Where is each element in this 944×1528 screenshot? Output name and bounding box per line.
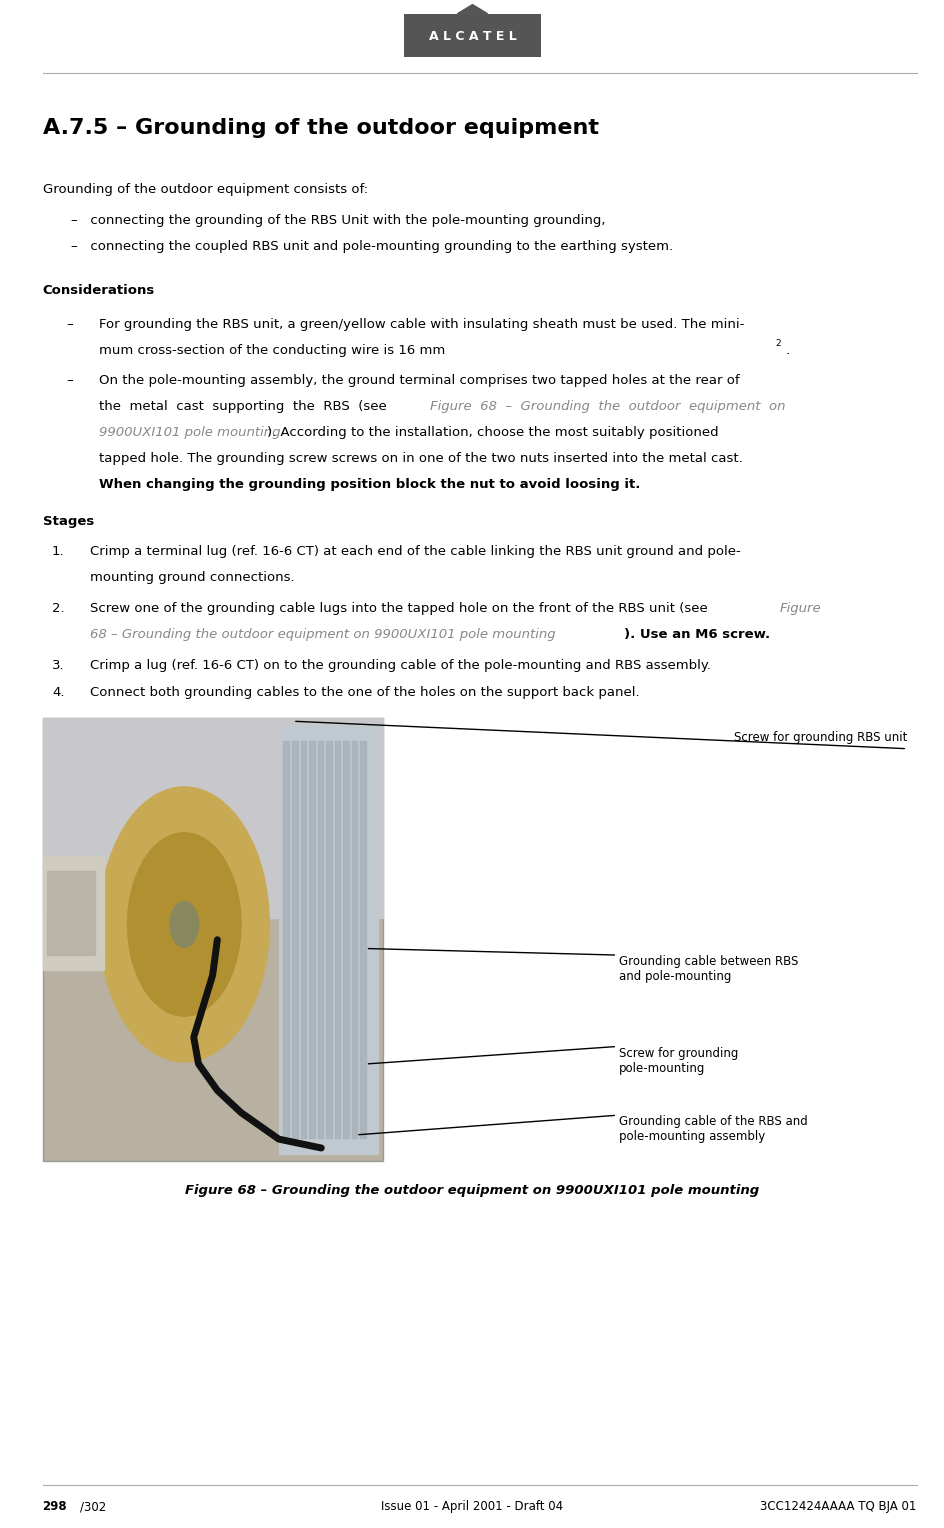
Text: Connect both grounding cables to the one of the holes on the support back panel.: Connect both grounding cables to the one… [90,686,639,700]
Bar [309,741,314,1138]
Text: ). Use an M6 screw.: ). Use an M6 screw. [623,628,769,642]
Text: 1.: 1. [52,545,64,559]
Bar [334,741,340,1138]
Text: A L C A T E L: A L C A T E L [429,31,515,43]
Text: –   connecting the coupled RBS unit and pole-mounting grounding to the earthing : – connecting the coupled RBS unit and po… [71,240,672,254]
Text: 2: 2 [774,339,780,348]
Polygon shape [457,5,487,14]
Text: /302: /302 [80,1500,107,1514]
Text: On the pole-mounting assembly, the ground terminal comprises two tapped holes at: On the pole-mounting assembly, the groun… [99,374,739,388]
Text: For grounding the RBS unit, a green/yellow cable with insulating sheath must be : For grounding the RBS unit, a green/yell… [99,318,744,332]
Text: mum cross-section of the conducting wire is 16 mm: mum cross-section of the conducting wire… [99,344,445,358]
Text: Crimp a lug (ref. 16-6 CT) on to the grounding cable of the pole-mounting and RB: Crimp a lug (ref. 16-6 CT) on to the gro… [90,659,710,672]
Text: 9900UXI101 pole mounting: 9900UXI101 pole mounting [99,426,280,440]
Bar [283,741,289,1138]
Text: –: – [66,318,73,332]
Bar [317,741,323,1138]
Text: tapped hole. The grounding screw screws on in one of the two nuts inserted into : tapped hole. The grounding screw screws … [99,452,742,466]
Text: Figure 68 – Grounding the outdoor equipment on 9900UXI101 pole mounting: Figure 68 – Grounding the outdoor equipm… [185,1184,759,1198]
Text: Grounding cable of the RBS and
pole-mounting assembly: Grounding cable of the RBS and pole-moun… [618,1115,807,1143]
Text: 2.: 2. [52,602,64,616]
Text: –: – [66,374,73,388]
Text: 3.: 3. [52,659,64,672]
Text: Figure  68  –  Grounding  the  outdoor  equipment  on: Figure 68 – Grounding the outdoor equipm… [430,400,784,414]
Text: mounting ground connections.: mounting ground connections. [90,571,295,585]
Circle shape [170,902,198,947]
Text: When changing the grounding position block the nut to avoid loosing it.: When changing the grounding position blo… [99,478,640,492]
Text: Considerations: Considerations [42,284,155,298]
Text: –   connecting the grounding of the RBS Unit with the pole-mounting grounding,: – connecting the grounding of the RBS Un… [71,214,605,228]
Text: Grounding of the outdoor equipment consists of:: Grounding of the outdoor equipment consi… [42,183,367,197]
Bar [47,871,94,955]
Circle shape [127,833,241,1016]
Text: 3CC12424AAAA TQ BJA 01: 3CC12424AAAA TQ BJA 01 [760,1500,916,1514]
Text: Issue 01 - April 2001 - Draft 04: Issue 01 - April 2001 - Draft 04 [381,1500,563,1514]
Text: .: . [782,344,790,358]
Text: A.7.5 – Grounding of the outdoor equipment: A.7.5 – Grounding of the outdoor equipme… [42,118,598,138]
Text: 68 – Grounding the outdoor equipment on 9900UXI101 pole mounting: 68 – Grounding the outdoor equipment on … [90,628,555,642]
Bar [278,726,378,1154]
Text: Figure: Figure [779,602,820,616]
Bar [360,741,365,1138]
Text: Grounding cable between RBS
and pole-mounting: Grounding cable between RBS and pole-mou… [618,955,798,983]
Bar [351,741,357,1138]
Text: 4.: 4. [52,686,64,700]
Text: Crimp a terminal lug (ref. 16-6 CT) at each end of the cable linking the RBS uni: Crimp a terminal lug (ref. 16-6 CT) at e… [90,545,740,559]
Text: Stages: Stages [42,515,93,529]
Bar [42,856,104,970]
Text: Screw for grounding RBS unit: Screw for grounding RBS unit [733,730,906,744]
Bar [292,741,297,1138]
Bar [343,741,348,1138]
Bar [42,718,382,917]
Text: Screw one of the grounding cable lugs into the tapped hole on the front of the R: Screw one of the grounding cable lugs in… [90,602,711,616]
Text: ). According to the installation, choose the most suitably positioned: ). According to the installation, choose… [267,426,718,440]
Bar [300,741,306,1138]
Text: the  metal  cast  supporting  the  RBS  (see: the metal cast supporting the RBS (see [99,400,395,414]
Bar [326,741,331,1138]
FancyBboxPatch shape [403,14,541,57]
Circle shape [99,787,269,1062]
Text: Screw for grounding
pole-mounting: Screw for grounding pole-mounting [618,1047,737,1074]
FancyBboxPatch shape [42,718,382,1161]
Text: 298: 298 [42,1500,67,1514]
